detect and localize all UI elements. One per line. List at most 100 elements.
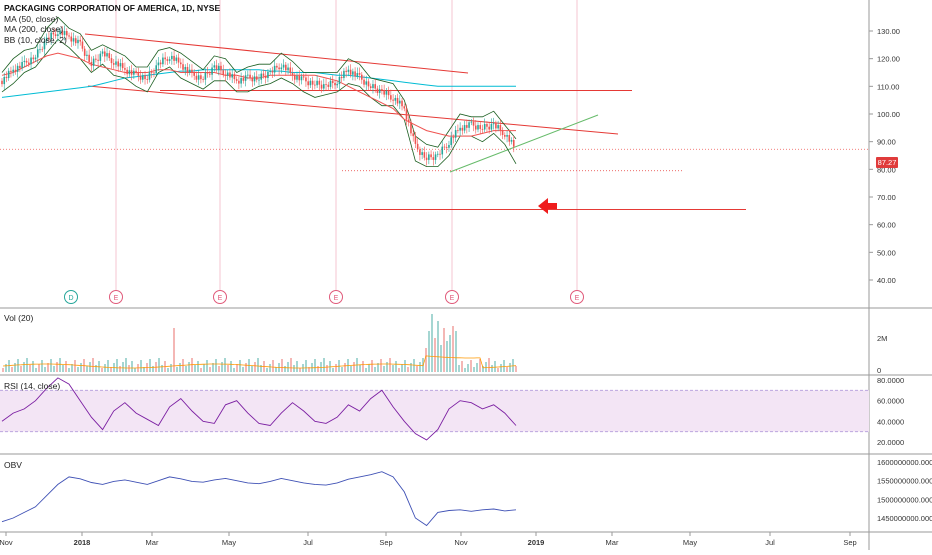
volume-bar <box>416 366 418 372</box>
volume-bar <box>239 360 241 372</box>
price-candle-body <box>414 136 417 144</box>
price-candle-body <box>99 53 102 61</box>
volume-bar <box>101 368 103 372</box>
volume-bar <box>203 364 205 372</box>
price-candle-body <box>14 69 17 72</box>
price-candle-body <box>144 75 146 80</box>
volume-bar <box>161 365 163 372</box>
volume-bar <box>515 366 517 372</box>
volume-bar <box>71 364 73 372</box>
price-candle-body <box>130 70 133 75</box>
volume-bar <box>251 366 253 372</box>
obv-tick-label: 1550000000.0000 <box>877 477 932 486</box>
price-candle-body <box>405 108 408 120</box>
price-candle-body <box>128 70 131 75</box>
price-candle-body <box>240 78 242 84</box>
price-candle-body <box>106 53 108 57</box>
price-candle-body <box>150 71 153 73</box>
price-candle-body <box>387 90 390 96</box>
price-candle-body <box>501 130 504 136</box>
volume-bar <box>491 365 493 372</box>
volume-bar <box>275 367 277 372</box>
price-candle-body <box>63 31 66 35</box>
volume-bar <box>500 364 502 372</box>
price-candle-body <box>1 80 3 85</box>
volume-bar <box>89 362 91 372</box>
time-tick-label: Sep <box>379 538 392 547</box>
price-candle-body <box>74 38 77 44</box>
volume-bar <box>365 368 367 372</box>
price-candle-body <box>305 77 307 82</box>
price-candle-body <box>117 61 120 67</box>
price-candle-body <box>184 66 187 70</box>
price-candle-body <box>92 58 95 66</box>
last-price-tag: 87.27 <box>876 157 898 168</box>
volume-bar <box>209 367 211 372</box>
price-candle-body <box>457 130 459 131</box>
price-candle-body <box>302 76 305 78</box>
price-candle-body <box>45 37 48 41</box>
volume-bar <box>407 367 409 372</box>
volume-bar <box>38 364 40 372</box>
price-candle-body <box>470 121 473 123</box>
volume-bar <box>341 367 343 372</box>
price-candle-body <box>403 106 406 109</box>
price-candle-body <box>226 72 229 76</box>
volume-bar <box>437 321 439 372</box>
volume-bar <box>431 314 433 372</box>
price-candle-body <box>159 62 162 65</box>
volume-tick-label: 2M <box>877 334 887 343</box>
price-candle-body <box>108 53 111 59</box>
volume-bar <box>473 367 475 372</box>
price-candle-body <box>383 90 385 95</box>
price-candle-body <box>19 65 21 69</box>
volume-bar <box>476 363 478 372</box>
volume-bar <box>266 368 268 372</box>
price-candle-body <box>287 67 289 71</box>
volume-bar <box>143 367 145 372</box>
price-candle-body <box>233 74 236 80</box>
price-candle-body <box>52 32 55 35</box>
price-candle-body <box>340 76 343 79</box>
price-candle-body <box>436 153 439 155</box>
volume-bar <box>323 358 325 372</box>
price-candle-body <box>202 79 204 80</box>
price-candle-body <box>463 125 466 131</box>
volume-bar <box>41 360 43 372</box>
price-candle-body <box>121 63 124 69</box>
volume-bar <box>122 362 124 372</box>
volume-bar <box>215 359 217 372</box>
price-tick-label: 70.00 <box>877 193 896 202</box>
event-marker-label: D <box>68 295 73 302</box>
event-marker-circle <box>570 290 584 304</box>
channel-upper-line <box>84 33 469 74</box>
rsi-band <box>0 390 869 432</box>
price-candle-body <box>193 71 195 76</box>
volume-bar <box>5 364 7 372</box>
price-candle-body <box>244 75 247 81</box>
price-candle-body <box>381 89 383 91</box>
volume-bar <box>116 359 118 372</box>
volume-bar <box>362 361 364 372</box>
price-candle-body <box>285 64 287 71</box>
price-candle-body <box>483 123 486 130</box>
price-candle-body <box>307 81 309 86</box>
time-tick-label: May <box>222 538 236 547</box>
rsi-label: RSI (14, close) <box>4 381 61 391</box>
volume-bar <box>269 364 271 372</box>
rsi-tick-label: 20.0000 <box>877 438 904 447</box>
price-candle-body <box>115 61 117 65</box>
price-candle-body <box>10 70 12 72</box>
price-candle-body <box>410 122 412 134</box>
volume-bar <box>68 368 70 372</box>
price-candle-body <box>177 57 180 63</box>
price-candle-body <box>141 75 144 80</box>
price-candle-body <box>7 70 10 79</box>
volume-bar <box>194 365 196 372</box>
rsi-line <box>1 377 517 441</box>
price-candle-body <box>490 123 493 130</box>
price-candle-body <box>316 80 318 86</box>
volume-bar <box>419 362 421 372</box>
price-tick-label: 120.00 <box>877 55 900 64</box>
